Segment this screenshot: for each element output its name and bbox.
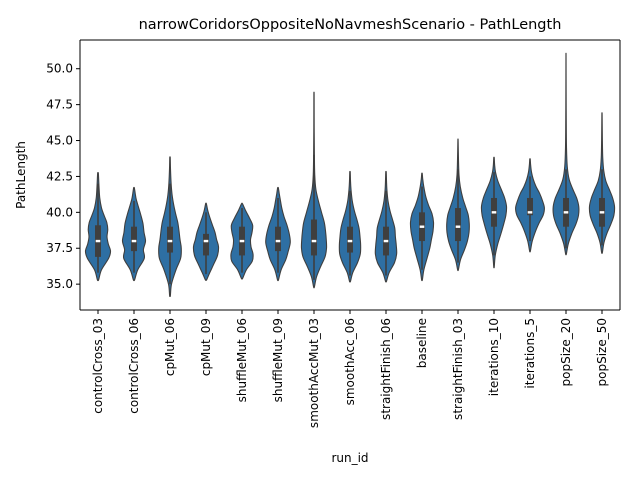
violin-straightFinish_03 — [446, 138, 470, 272]
violin-iqr-box — [455, 208, 461, 242]
y-tick-label: 40.0 — [46, 205, 73, 219]
violin-smoothAccMut_03 — [300, 91, 328, 289]
y-tick-label: 50.0 — [46, 62, 73, 76]
x-tick-label: popSize_20 — [559, 318, 573, 386]
violin-iterations_10 — [480, 156, 508, 269]
violin-shuffleMut_06 — [230, 202, 254, 280]
y-tick-label: 45.0 — [46, 134, 73, 148]
y-axis-label: PathLength — [14, 141, 28, 209]
violin-median-marker — [599, 211, 605, 214]
violin-body — [552, 52, 580, 256]
violin-group — [84, 52, 616, 298]
violin-iterations_5 — [515, 158, 545, 253]
violin-median-marker — [347, 239, 353, 243]
x-tick-label: controlCross_03 — [91, 318, 105, 414]
x-tick-label: straightFinish_03 — [451, 318, 465, 420]
x-tick-label: cpMut_06 — [163, 318, 177, 376]
violin-median-marker — [455, 225, 461, 228]
violin-popSize_50 — [588, 112, 616, 254]
violin-iqr-box — [527, 197, 533, 216]
x-tick-label: controlCross_06 — [127, 318, 141, 414]
violin-median-marker — [419, 225, 425, 228]
x-axis-label: run_id — [331, 451, 368, 465]
violin-iqr-box — [347, 226, 353, 253]
x-tick-label: iterations_5 — [523, 318, 537, 389]
violin-iqr-box — [275, 226, 281, 252]
x-tick-label: baseline — [415, 318, 429, 368]
violin-median-marker — [275, 239, 281, 243]
x-tick-label: shuffleMut_06 — [235, 318, 249, 402]
y-tick-label: 42.5 — [46, 169, 73, 183]
x-tick-label: smoothAcc_06 — [343, 318, 357, 405]
violin-median-marker — [383, 239, 389, 243]
violin-iqr-box — [203, 233, 209, 256]
chart-title: narrowCoridorsOppositeNoNavmeshScenario … — [139, 17, 562, 33]
x-tick-label: smoothAccMut_03 — [307, 318, 321, 428]
violin-median-marker — [563, 211, 569, 214]
x-tick-label: straightFinish_06 — [379, 318, 393, 420]
violin-cpMut_09 — [192, 202, 220, 281]
violin-median-marker — [311, 239, 317, 243]
violin-controlCross_06 — [121, 186, 147, 282]
violin-baseline — [409, 172, 435, 282]
violin-iqr-box — [167, 226, 173, 253]
violin-median-marker — [95, 239, 101, 243]
x-tick-label: popSize_50 — [595, 318, 609, 386]
violin-smoothAcc_06 — [338, 170, 362, 283]
violin-median-marker — [527, 211, 533, 214]
x-tick-label: iterations_10 — [487, 318, 501, 396]
violin-median-marker — [239, 239, 245, 243]
y-tick-label: 47.5 — [46, 98, 73, 112]
violin-cpMut_06 — [158, 156, 182, 298]
y-tick-label: 35.0 — [46, 277, 73, 291]
violin-median-marker — [167, 239, 173, 243]
x-tick-label: shuffleMut_09 — [271, 318, 285, 402]
violin-median-marker — [131, 239, 137, 243]
violin-straightFinish_06 — [374, 170, 398, 283]
violin-shuffleMut_09 — [265, 186, 291, 282]
y-tick-label: 37.5 — [46, 241, 73, 255]
violin-median-marker — [203, 239, 209, 243]
violin-iqr-box — [131, 226, 137, 252]
violin-median-marker — [491, 211, 497, 214]
violin-iqr-box — [311, 219, 317, 256]
x-tick-label: cpMut_09 — [199, 318, 213, 376]
violin-controlCross_03 — [84, 172, 112, 282]
axes: 35.0 37.5 40.0 42.5 45.0 47.5 50.0 controlCross… — [46, 39, 621, 428]
violin-popSize_20 — [552, 52, 580, 256]
